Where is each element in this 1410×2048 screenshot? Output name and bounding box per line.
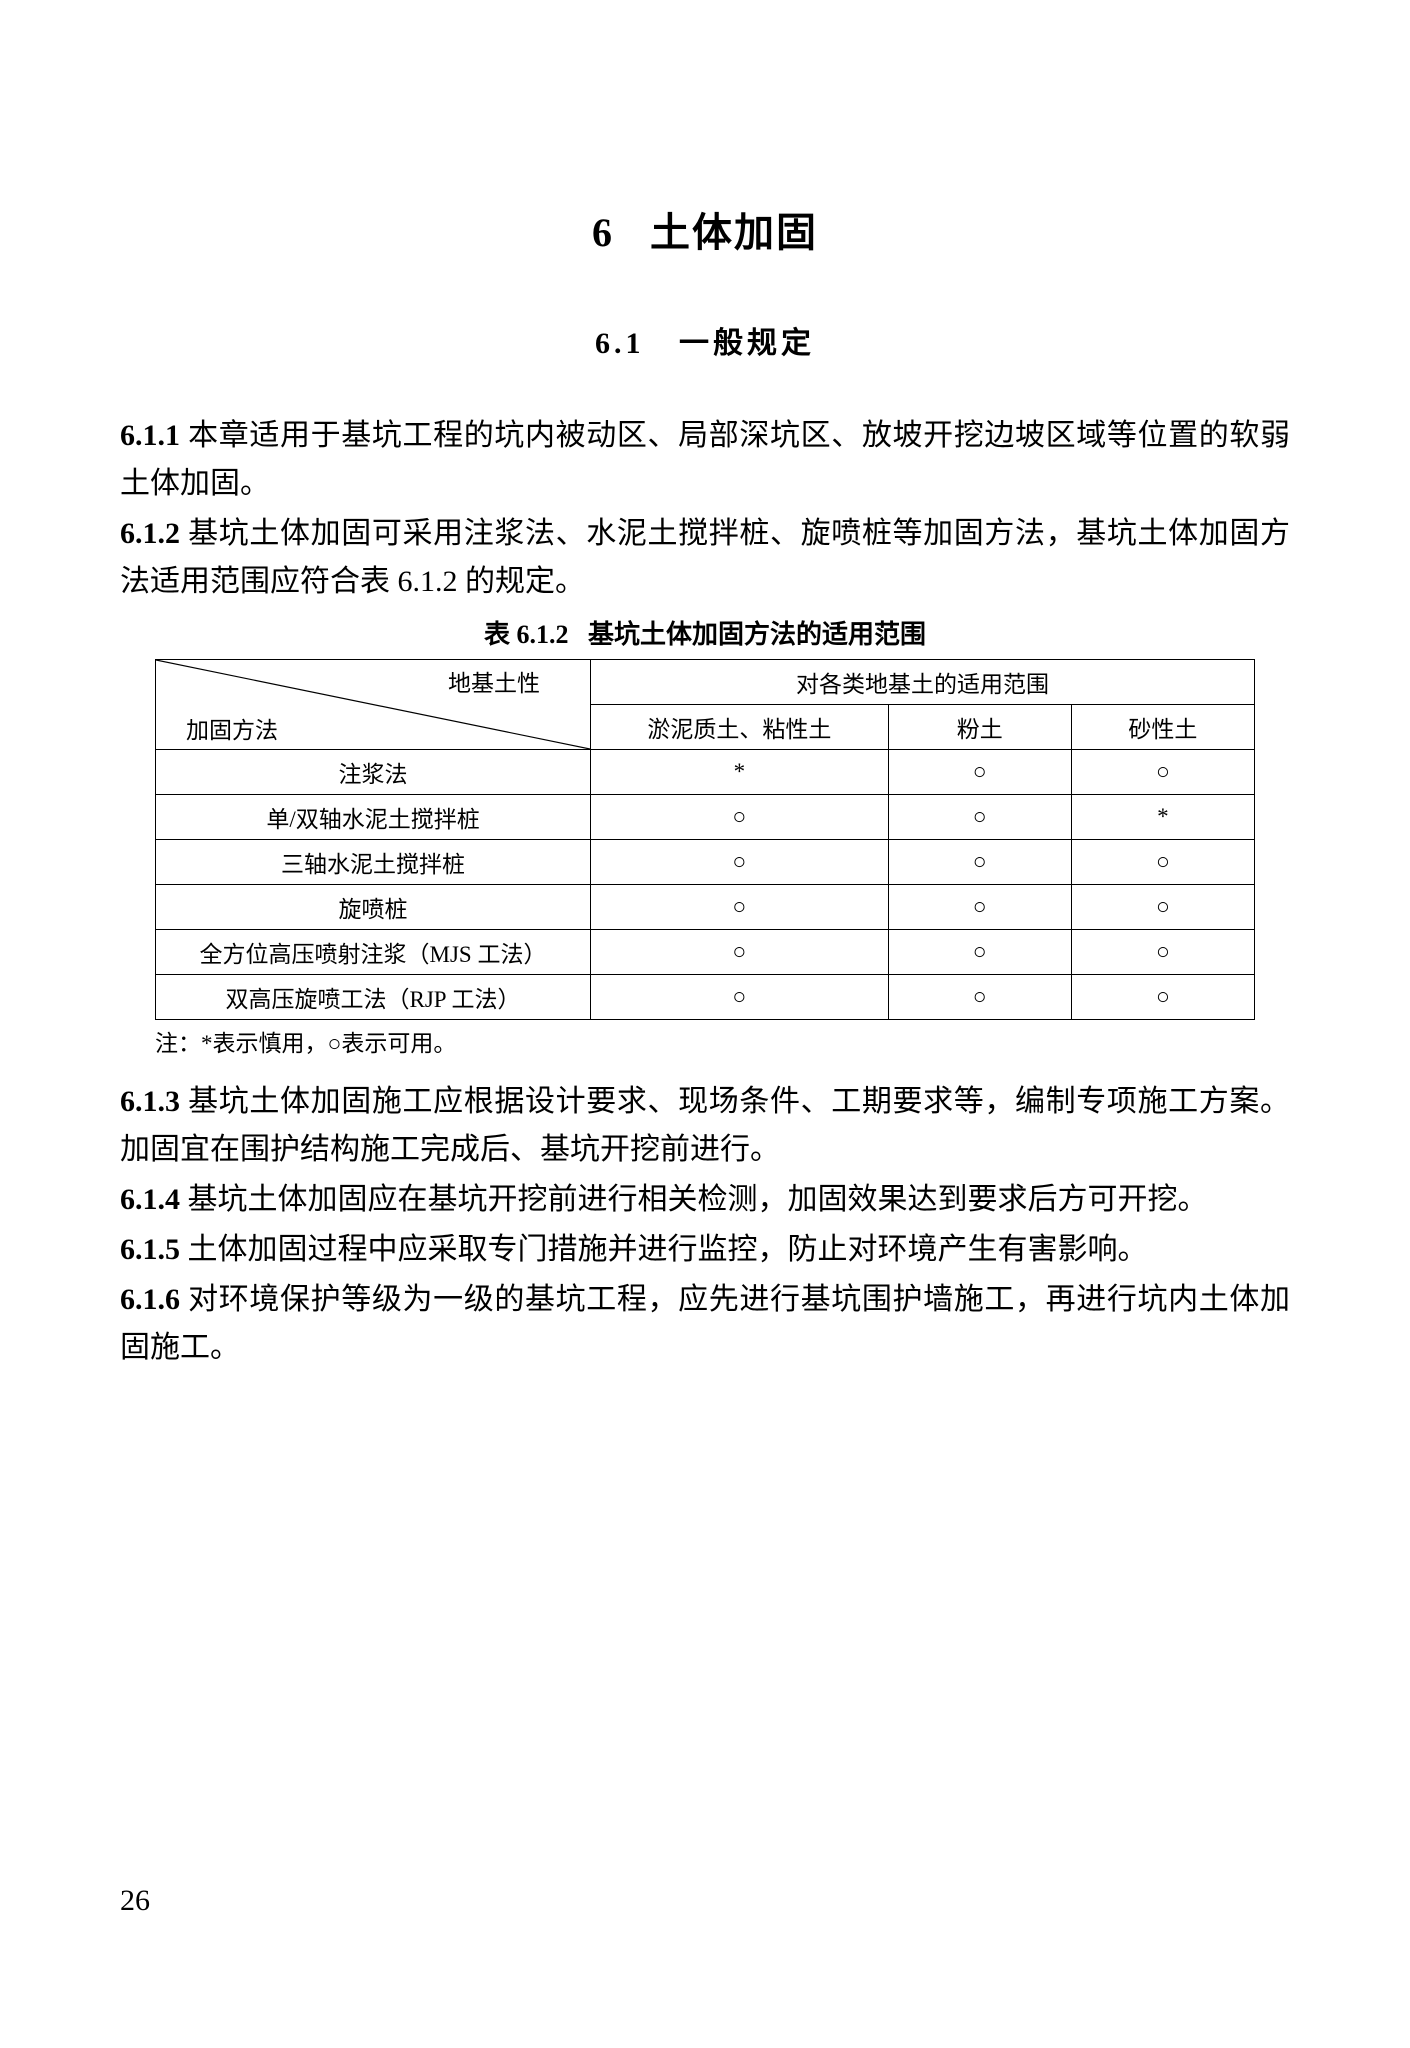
page-number: 26 bbox=[120, 1884, 150, 1918]
section-title-text: 一般规定 bbox=[679, 327, 815, 360]
value-cell: ○ bbox=[888, 750, 1071, 795]
diagonal-top-label: 地基土性 bbox=[448, 664, 540, 698]
value-cell: * bbox=[1071, 795, 1254, 840]
value-cell: ○ bbox=[888, 795, 1071, 840]
value-cell: ○ bbox=[1071, 885, 1254, 930]
clause-6-1-5: 6.1.5 土体加固过程中应采取专门措施并进行监控，防止对环境产生有害影响。 bbox=[120, 1226, 1290, 1274]
method-cell: 单/双轴水泥土搅拌桩 bbox=[156, 795, 591, 840]
table-wrapper: 地基土性 加固方法 对各类地基土的适用范围 淤泥质土、粘性土 粉土 砂性土 注浆… bbox=[155, 659, 1255, 1020]
clause-6-1-6: 6.1.6 对环境保护等级为一级的基坑工程，应先进行基坑围护墙施工，再进行坑内土… bbox=[120, 1276, 1290, 1372]
value-cell: ○ bbox=[591, 975, 889, 1020]
clause-6-1-1: 6.1.1 本章适用于基坑工程的坑内被动区、局部深坑区、放坡开挖边坡区域等位置的… bbox=[120, 412, 1290, 508]
value-cell: ○ bbox=[888, 885, 1071, 930]
clause-number: 6.1.4 bbox=[120, 1183, 180, 1216]
method-cell: 注浆法 bbox=[156, 750, 591, 795]
value-cell: ○ bbox=[591, 840, 889, 885]
clause-text: 对环境保护等级为一级的基坑工程，应先进行基坑围护墙施工，再进行坑内土体加固施工。 bbox=[120, 1283, 1290, 1364]
value-cell: ○ bbox=[1071, 750, 1254, 795]
clause-number: 6.1.6 bbox=[120, 1283, 180, 1316]
table-row: 注浆法 * ○ ○ bbox=[156, 750, 1255, 795]
table-caption: 表 6.1.2 基坑土体加固方法的适用范围 bbox=[120, 614, 1290, 651]
value-cell: * bbox=[591, 750, 889, 795]
header-group: 对各类地基土的适用范围 bbox=[591, 660, 1255, 705]
clause-number: 6.1.2 bbox=[120, 517, 180, 550]
diagonal-bottom-label: 加固方法 bbox=[186, 711, 278, 745]
value-cell: ○ bbox=[591, 885, 889, 930]
value-cell: ○ bbox=[591, 930, 889, 975]
clause-number: 6.1.1 bbox=[120, 419, 180, 452]
chapter-title-text: 土体加固 bbox=[650, 210, 818, 255]
column-header: 粉土 bbox=[888, 705, 1071, 750]
clause-text: 基坑土体加固可采用注浆法、水泥土搅拌桩、旋喷桩等加固方法，基坑土体加固方法适用范… bbox=[120, 517, 1290, 598]
table-note: 注：*表示慎用，○表示可用。 bbox=[155, 1024, 1290, 1058]
table-caption-prefix: 表 6.1.2 bbox=[484, 620, 569, 649]
clause-text: 基坑土体加固施工应根据设计要求、现场条件、工期要求等，编制专项施工方案。加固宜在… bbox=[120, 1085, 1290, 1166]
table-header-row-1: 地基土性 加固方法 对各类地基土的适用范围 bbox=[156, 660, 1255, 705]
clause-text: 基坑土体加固应在基坑开挖前进行相关检测，加固效果达到要求后方可开挖。 bbox=[188, 1183, 1208, 1216]
clause-6-1-4: 6.1.4 基坑土体加固应在基坑开挖前进行相关检测，加固效果达到要求后方可开挖。 bbox=[120, 1176, 1290, 1224]
clause-number: 6.1.5 bbox=[120, 1233, 180, 1266]
clause-6-1-3: 6.1.3 基坑土体加固施工应根据设计要求、现场条件、工期要求等，编制专项施工方… bbox=[120, 1078, 1290, 1174]
methods-table: 地基土性 加固方法 对各类地基土的适用范围 淤泥质土、粘性土 粉土 砂性土 注浆… bbox=[155, 659, 1255, 1020]
method-cell: 旋喷桩 bbox=[156, 885, 591, 930]
column-header: 淤泥质土、粘性土 bbox=[591, 705, 889, 750]
clause-number: 6.1.3 bbox=[120, 1085, 180, 1118]
table-row: 全方位高压喷射注浆（MJS 工法） ○ ○ ○ bbox=[156, 930, 1255, 975]
value-cell: ○ bbox=[888, 840, 1071, 885]
table-row: 双高压旋喷工法（RJP 工法） ○ ○ ○ bbox=[156, 975, 1255, 1020]
table-row: 单/双轴水泥土搅拌桩 ○ ○ * bbox=[156, 795, 1255, 840]
value-cell: ○ bbox=[888, 930, 1071, 975]
clause-6-1-2: 6.1.2 基坑土体加固可采用注浆法、水泥土搅拌桩、旋喷桩等加固方法，基坑土体加… bbox=[120, 510, 1290, 606]
value-cell: ○ bbox=[1071, 840, 1254, 885]
value-cell: ○ bbox=[888, 975, 1071, 1020]
method-cell: 双高压旋喷工法（RJP 工法） bbox=[156, 975, 591, 1020]
method-cell: 全方位高压喷射注浆（MJS 工法） bbox=[156, 930, 591, 975]
value-cell: ○ bbox=[1071, 975, 1254, 1020]
chapter-number: 6 bbox=[592, 210, 614, 255]
clause-text: 本章适用于基坑工程的坑内被动区、局部深坑区、放坡开挖边坡区域等位置的软弱土体加固… bbox=[120, 419, 1290, 500]
clause-text: 土体加固过程中应采取专门措施并进行监控，防止对环境产生有害影响。 bbox=[188, 1233, 1148, 1266]
table-caption-text: 基坑土体加固方法的适用范围 bbox=[588, 620, 926, 649]
value-cell: ○ bbox=[591, 795, 889, 840]
chapter-title: 6 土体加固 bbox=[120, 200, 1290, 258]
diagonal-header-cell: 地基土性 加固方法 bbox=[156, 660, 591, 750]
table-row: 旋喷桩 ○ ○ ○ bbox=[156, 885, 1255, 930]
table-row: 三轴水泥土搅拌桩 ○ ○ ○ bbox=[156, 840, 1255, 885]
section-number: 6.1 bbox=[595, 327, 645, 360]
method-cell: 三轴水泥土搅拌桩 bbox=[156, 840, 591, 885]
column-header: 砂性土 bbox=[1071, 705, 1254, 750]
value-cell: ○ bbox=[1071, 930, 1254, 975]
section-title: 6.1 一般规定 bbox=[120, 318, 1290, 362]
